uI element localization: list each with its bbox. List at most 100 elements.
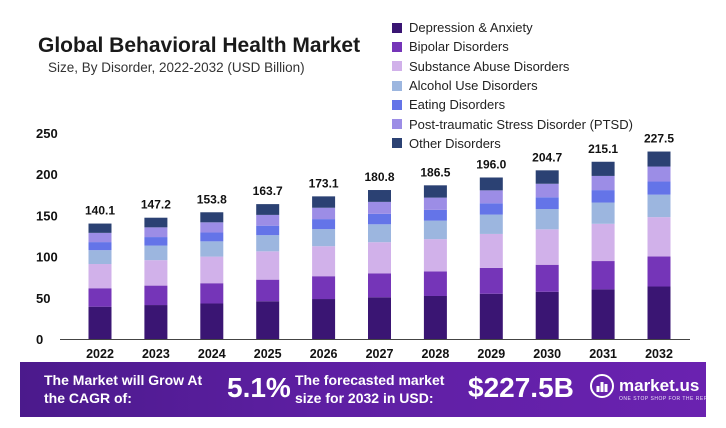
- cagr-value: 5.1%: [227, 372, 291, 403]
- y-tick-label: 250: [36, 126, 58, 141]
- bar-chart: 0 50 100 150 200 250 140.1 2022 147.2 2023 153.8 20…: [36, 126, 690, 361]
- bar-segment: [88, 306, 112, 339]
- bar-total-label: 163.7: [253, 184, 283, 198]
- x-tick-label: 2026: [310, 347, 338, 361]
- bar-segment: [479, 203, 503, 215]
- bar-total-label: 186.5: [420, 165, 450, 179]
- x-tick-label: 2024: [198, 347, 226, 361]
- x-tick-label: 2028: [421, 347, 449, 361]
- bar-segment: [368, 190, 391, 202]
- bar-total-label: 204.7: [532, 150, 562, 164]
- brand-logo: market.us ONE STOP SHOP FOR THE REPORTS: [590, 374, 723, 402]
- bar-segment: [256, 204, 280, 215]
- legend-item: Other Disorders: [392, 134, 633, 153]
- bar-segment: [647, 181, 671, 195]
- bar-segment: [88, 223, 112, 233]
- bar-segment: [368, 297, 391, 339]
- bar-segment: [256, 225, 280, 236]
- legend-swatch: [392, 41, 402, 52]
- bar-segment: [368, 201, 391, 214]
- bar-segment: [88, 264, 112, 289]
- bar-segment: [591, 190, 615, 203]
- bar-segment: [647, 166, 671, 182]
- legend-swatch: [392, 22, 402, 33]
- bar-segment: [368, 273, 391, 298]
- legend-swatch: [392, 119, 402, 130]
- legend-label: Other Disorders: [409, 135, 501, 151]
- bar-segment: [256, 235, 280, 252]
- legend-swatch: [392, 138, 402, 149]
- bar-total-label: 196.0: [476, 157, 506, 171]
- bar-segment: [312, 207, 336, 220]
- legend-label: Post-traumatic Stress Disorder (PTSD): [409, 116, 633, 132]
- x-tick-label: 2029: [477, 347, 505, 361]
- legend-label: Substance Abuse Disorders: [409, 58, 570, 74]
- legend-item: Depression & Anxiety: [392, 18, 633, 37]
- brand-name: market.us: [619, 376, 700, 395]
- x-tick-label: 2022: [86, 347, 114, 361]
- bar-segment: [647, 217, 671, 257]
- bar-segment: [144, 305, 168, 339]
- bar-segment: [591, 223, 615, 262]
- bar-segment: [479, 233, 503, 268]
- bar-segment: [647, 286, 671, 339]
- legend-label: Alcohol Use Disorders: [409, 78, 538, 94]
- bar-segment: [535, 209, 559, 230]
- bar-segment: [312, 276, 336, 300]
- bar-segment: [535, 170, 559, 184]
- bar-segment: [479, 214, 503, 234]
- legend-item: Substance Abuse Disorders: [392, 57, 633, 76]
- x-tick-label: 2027: [366, 347, 394, 361]
- y-tick-label: 100: [36, 250, 58, 265]
- bar-segment: [256, 301, 280, 339]
- y-tick-label: 0: [36, 332, 43, 347]
- cagr-label: The Market will Grow At the CAGR of:: [44, 372, 203, 406]
- bar-segment: [535, 197, 559, 210]
- forecast-value: $227.5B: [468, 372, 574, 403]
- legend-item: Eating Disorders: [392, 95, 633, 114]
- y-tick-label: 150: [36, 208, 58, 223]
- bar-segment: [479, 190, 503, 204]
- chart-title: Global Behavioral Health Market: [38, 34, 361, 57]
- y-tick-label: 200: [36, 167, 58, 182]
- x-tick-label: 2025: [254, 347, 282, 361]
- bar-segment: [423, 185, 447, 198]
- chart-subtitle: Size, By Disorder, 2022-2032 (USD Billio…: [48, 60, 305, 75]
- bar-segment: [88, 288, 112, 307]
- bar-segment: [144, 260, 168, 286]
- bar-segment: [312, 246, 336, 277]
- legend-item: Post-traumatic Stress Disorder (PTSD): [392, 114, 633, 133]
- legend-label: Bipolar Disorders: [409, 39, 509, 55]
- bar-segment: [144, 285, 168, 306]
- bar-segment: [535, 264, 559, 292]
- bar-segment: [368, 213, 391, 225]
- bar-segment: [423, 239, 447, 272]
- x-tick-label: 2030: [533, 347, 561, 361]
- legend-item: Bipolar Disorders: [392, 37, 633, 56]
- summary-banner: The Market will Grow At the CAGR of: 5.1…: [20, 362, 723, 417]
- bar-total-label: 173.1: [309, 176, 339, 190]
- legend-label: Eating Disorders: [409, 97, 506, 113]
- bar-segment: [423, 220, 447, 240]
- bar-segment: [591, 175, 615, 191]
- y-tick-label: 50: [36, 291, 50, 306]
- bar-segment: [591, 202, 615, 224]
- bar-segment: [647, 256, 671, 287]
- brand-tagline: ONE STOP SHOP FOR THE REPORTS: [619, 396, 724, 402]
- bar-segment: [423, 271, 447, 296]
- legend: Depression & Anxiety Bipolar Disorders Sub…: [392, 18, 633, 153]
- bar-total-label: 153.8: [197, 192, 227, 206]
- bar-segment: [144, 217, 168, 228]
- x-tick-label: 2032: [645, 347, 673, 361]
- bar-segment: [312, 229, 336, 247]
- bar-total-label: 147.2: [141, 198, 171, 212]
- x-tick-label: 2031: [589, 347, 617, 361]
- bar-segment: [256, 251, 280, 280]
- bar-logo-icon: [590, 374, 614, 398]
- bar-segment: [312, 196, 336, 208]
- bar-segment: [312, 219, 336, 230]
- bar-segment: [479, 177, 503, 191]
- bar-segment: [200, 283, 224, 304]
- bar-segment: [200, 222, 224, 233]
- bar-segment: [535, 291, 559, 339]
